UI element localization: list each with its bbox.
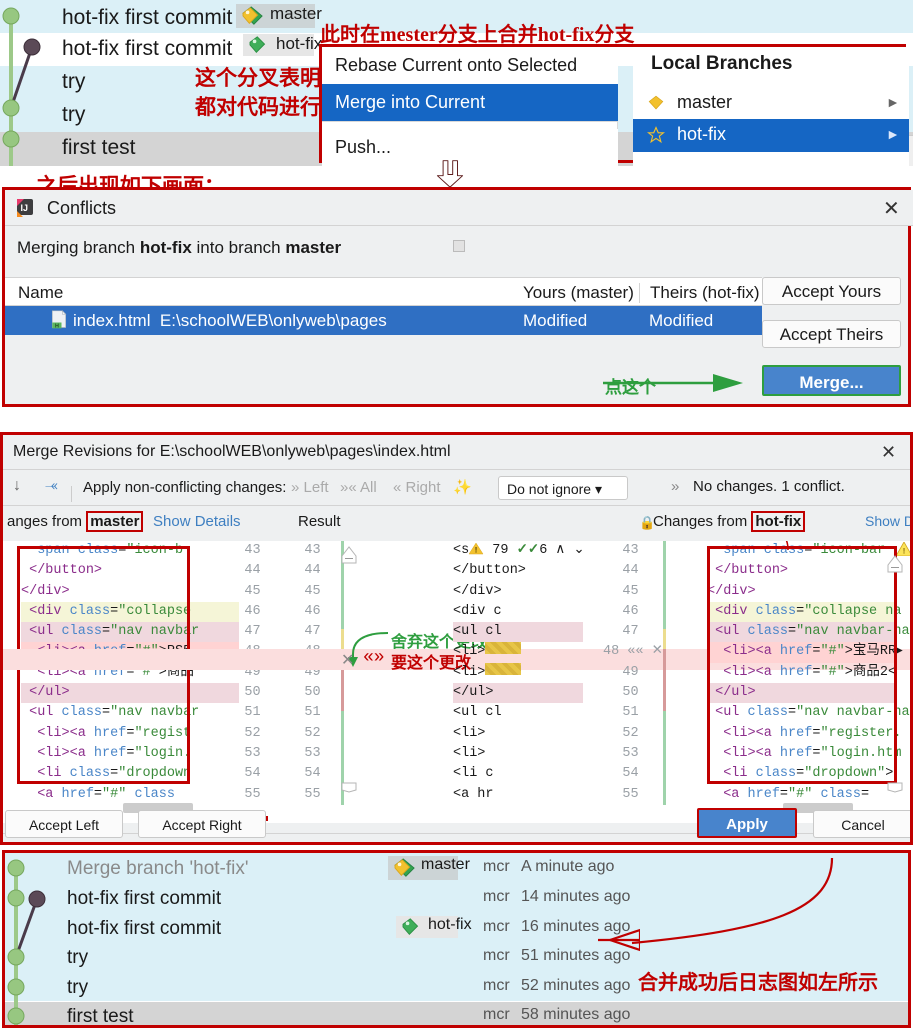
svg-text:IJ: IJ (21, 203, 29, 213)
svg-text:H: H (55, 323, 59, 329)
svg-text:!: ! (474, 546, 479, 555)
